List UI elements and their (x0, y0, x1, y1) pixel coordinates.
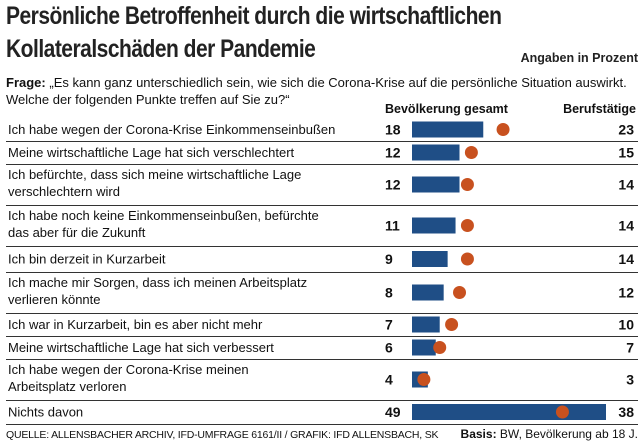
bar-bevoelkerung (412, 316, 440, 333)
dot-value-label: 14 (618, 177, 634, 193)
dot-value-label: 12 (618, 285, 634, 301)
question-text: „Es kann ganz unterschiedlich sein, wie … (6, 75, 627, 107)
bar-bevoelkerung (412, 404, 606, 420)
category-label: verschlechtern wird (8, 184, 120, 199)
basis-text: BW, Bevölkerung ab 18 J. (499, 427, 638, 441)
category-label: Meine wirtschaftliche Lage hat sich vers… (8, 145, 295, 160)
category-label: Ich habe noch keine Einkommenseinbußen, … (8, 208, 319, 223)
dot-berufstaetige (433, 341, 447, 354)
bar-value-label: 6 (385, 340, 393, 356)
dot-berufstaetige (460, 178, 474, 191)
dot-berufstaetige (555, 405, 569, 419)
dot-berufstaetige (453, 286, 467, 299)
source-note: QUELLE: ALLENSBACHER ARCHIV, IFD-UMFRAGE… (6, 429, 439, 441)
dot-value-label: 23 (618, 122, 634, 138)
dot-berufstaetige (417, 373, 431, 386)
bar-bevoelkerung (412, 284, 444, 301)
unit-note: Angaben in Prozent (520, 51, 638, 65)
bar-value-label: 12 (385, 177, 401, 193)
dot-value-label: 15 (618, 145, 634, 161)
dot-berufstaetige (496, 123, 510, 136)
category-label: verlieren könnte (8, 292, 101, 307)
bar-bevoelkerung (412, 217, 456, 234)
bar-value-label: 11 (385, 218, 400, 234)
category-label: das aber für die Zukunft (8, 225, 146, 240)
dot-berufstaetige (460, 252, 474, 266)
bar-bevoelkerung (412, 176, 460, 193)
bar-bevoelkerung (412, 144, 460, 161)
dot-value-label: 14 (618, 251, 634, 267)
dot-value-label: 3 (626, 372, 634, 388)
survey-question: Frage: „Es kann ganz unterschiedlich sei… (6, 74, 638, 108)
category-label: Meine wirtschaftliche Lage hat sich verb… (8, 340, 274, 355)
bar-value-label: 12 (385, 145, 401, 161)
category-label: Ich mache mir Sorgen, dass ich meinen Ar… (8, 275, 307, 290)
dot-berufstaetige (445, 318, 459, 331)
category-label: Ich befürchte, dass sich meine wirtschaf… (8, 167, 301, 182)
bar-value-label: 8 (385, 285, 393, 301)
dot-value-label: 10 (618, 317, 634, 333)
chart-title-line-2: Kollateralschäden der Pandemie (6, 35, 316, 63)
bar-value-label: 4 (385, 372, 393, 388)
category-label: Ich bin derzeit in Kurzarbeit (8, 252, 166, 267)
bar-bevoelkerung (412, 121, 484, 138)
category-label: Ich habe wegen der Corona-Krise meinen (8, 362, 249, 377)
bar-value-label: 9 (385, 251, 393, 267)
bar-bevoelkerung (412, 339, 436, 356)
bar-bevoelkerung (412, 251, 448, 267)
legend-bevoelkerung: Bevölkerung gesamt (385, 102, 508, 116)
dot-berufstaetige (464, 146, 478, 159)
category-label: Ich habe wegen der Corona-Krise Einkomme… (8, 122, 335, 137)
chart-title: Persönliche Betroffenheit durch die wirt… (6, 0, 510, 66)
basis-label: Basis: (460, 427, 497, 441)
dot-berufstaetige (460, 219, 474, 232)
category-label: Ich war in Kurzarbeit, bin es aber nicht… (8, 317, 263, 332)
dot-value-label: 7 (626, 340, 634, 356)
legend-berufstaetige: Berufstätige (563, 102, 636, 116)
bar-value-label: 7 (385, 317, 393, 333)
dot-value-label: 38 (618, 404, 634, 420)
chart-title-line-1: Persönliche Betroffenheit durch die wirt… (6, 2, 502, 30)
question-label: Frage: (6, 75, 46, 90)
bar-value-label: 18 (385, 122, 401, 138)
category-label: Arbeitsplatz verloren (8, 379, 127, 394)
dot-value-label: 14 (618, 218, 634, 234)
bar-value-label: 49 (385, 404, 401, 420)
category-label: Nichts davon (8, 405, 83, 420)
basis-note: Basis: BW, Bevölkerung ab 18 J. (461, 427, 638, 441)
